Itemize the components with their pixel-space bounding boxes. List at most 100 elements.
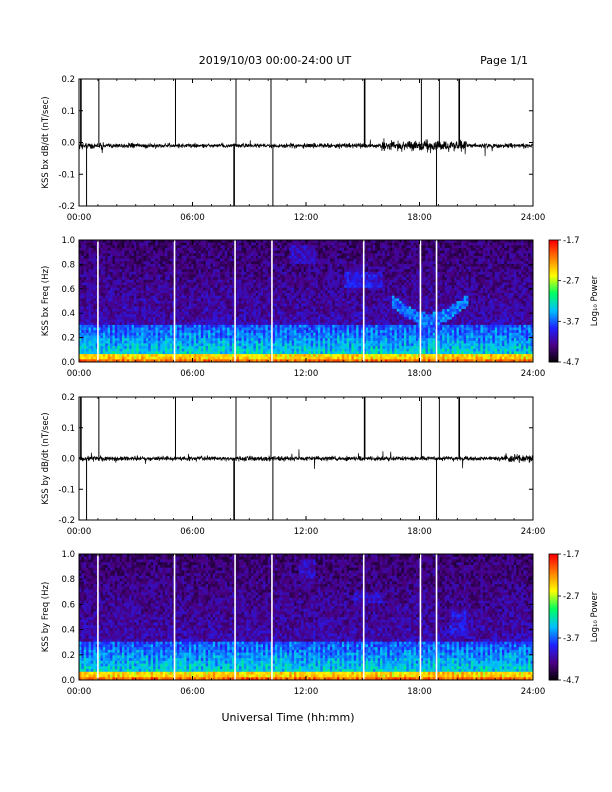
spectrogram-cell [208,290,211,294]
spectrogram-cell [184,295,187,299]
spectrogram-cell [239,277,242,281]
spectrogram-cell [239,269,242,273]
spectrogram-cell [93,247,97,251]
spectrogram-cell [160,271,163,275]
spectrogram-cell [267,258,271,262]
spectrogram-cell [277,263,281,267]
spectrogram-cell [100,322,104,326]
spectrogram-cell [193,335,197,339]
spectrogram-cell [227,245,230,249]
spectrogram-cell [107,346,111,350]
spectrogram-cell [110,245,113,249]
spectrogram-cell [231,340,235,344]
spectrogram-cell [253,306,257,310]
spectrogram-cell [294,340,297,344]
spectrogram-cell [332,271,335,275]
spectrogram-cell [308,293,312,296]
spectrogram-cell [298,359,302,362]
spectrogram-cell [136,298,140,302]
spectrogram-cell [284,348,288,352]
spectrogram-cell [272,306,276,310]
spectrogram-cell [260,332,264,336]
spectrogram-cell [131,245,135,249]
spectrogram-cell [210,354,214,357]
spectrogram-cell [248,245,252,249]
spectrogram-cell [198,316,202,320]
spectrogram-cell [279,277,283,281]
spectrogram-cell [95,322,99,326]
spectrogram-cell [176,306,180,310]
spectrogram-cell [289,242,292,246]
spectrogram-cell [193,308,197,312]
spectrogram-cell [303,266,307,270]
spectrogram-cell [141,271,144,275]
spectrogram-cell [165,301,168,304]
spectrogram-cell [262,327,266,331]
spectrogram-cell [138,340,142,344]
spectrogram-cell [306,301,309,304]
spectrogram-cell [272,311,276,315]
spectrogram-cell [95,303,99,307]
spectrogram-cell [181,301,185,304]
spectrogram-cell [114,327,118,331]
spectrogram-cell [291,330,295,334]
spectrogram-cell [191,258,194,262]
spectrogram-cell [313,279,316,283]
spectrogram-cell [320,269,324,273]
spectrogram-cell [165,277,168,281]
spectrogram-cell [167,277,171,281]
spectrogram-cell [131,340,135,344]
series-line [79,138,533,157]
spectrogram-cell [219,274,223,278]
spectrogram-cell [124,356,128,360]
spectrogram-cell [141,263,144,267]
spectrogram-cell [165,303,168,307]
spectrogram-cell [83,247,87,251]
spectrogram-cell [133,335,137,339]
spectrogram-cell [217,322,221,326]
spectrogram-cell [243,274,247,278]
spectrogram-cell [98,293,101,296]
spectrogram-cell [308,250,312,254]
spectrogram-cell [95,240,99,243]
spectrogram-cell [122,287,125,291]
spectrogram-cell [162,245,166,249]
spectrogram-cell [174,279,178,283]
spectrogram-cell [181,282,185,286]
spectrogram-cell [222,263,226,267]
spectrogram-cell [208,359,211,362]
spectrogram-cell [313,245,316,249]
spectrogram-cell [241,274,245,278]
spectrogram-cell [303,340,307,344]
spectrogram-cell [148,250,151,254]
spectrogram-cell [332,287,335,291]
spectrogram-cell [196,263,199,267]
spectrogram-cell [157,306,161,310]
spectrogram-cell [231,324,235,328]
spectrogram-cell [186,306,190,310]
spectrogram-cell [86,324,89,328]
spectrogram-cell [327,250,331,254]
spectrogram-cell [265,242,269,246]
spectrogram-cell [117,330,120,334]
spectrogram-cell [150,253,154,257]
spectrogram-cell [313,322,316,326]
spectrogram-cell [310,274,314,278]
spectrogram-cell [229,338,233,342]
spectrogram-cell [90,327,94,331]
spectrogram-cell [169,303,173,307]
spectrogram-cell [129,351,132,355]
spectrogram-cell [332,255,335,259]
spectrogram-cell [160,324,163,328]
spectrogram-cell [153,285,156,289]
spectrogram-cell [162,263,166,267]
spectrogram-cell [317,338,321,342]
spectrogram-cell [203,314,206,318]
spectrogram-cell [294,335,297,339]
spectrogram-cell [320,282,324,286]
spectrogram-cell [179,258,183,262]
spectrogram-cell [308,324,312,328]
spectrogram-cell [169,255,173,259]
spectrogram-cell [81,338,85,342]
spectrogram-cell [162,340,166,344]
